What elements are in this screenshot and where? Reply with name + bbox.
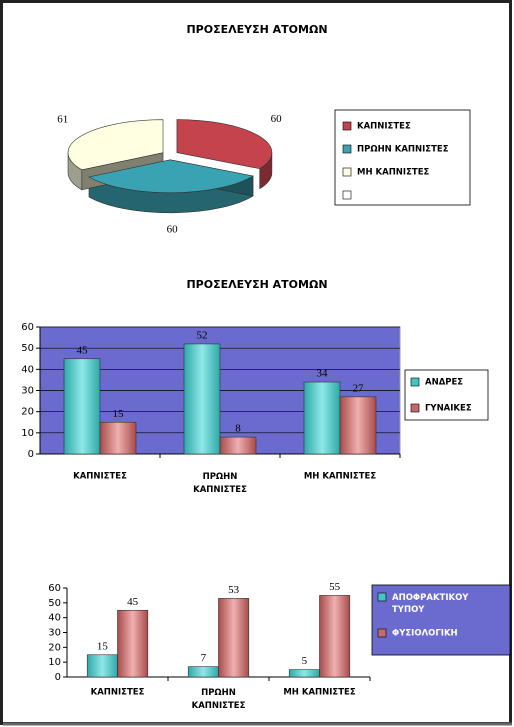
legend-label: ΦΥΣΙΟΛΟΓΙΚΗ — [392, 629, 458, 639]
x-tick-label: ΠΡΩΗΝ ΚΑΠΝΙΣΤΕΣ — [192, 688, 246, 711]
legend-swatch-empty — [342, 190, 352, 200]
y-tick-label: 50 — [21, 343, 34, 354]
value-label: 60 — [271, 113, 283, 125]
x-tick-label: ΚΑΠΝΙΣΤΕΣ — [73, 472, 127, 482]
legend-swatch — [342, 121, 352, 131]
value-label: 52 — [197, 329, 208, 341]
slice — [176, 119, 273, 170]
legend-box — [334, 109, 471, 206]
bar — [86, 654, 118, 678]
value-label: 60 — [167, 224, 179, 236]
legend-swatch — [377, 628, 387, 638]
legend-box — [371, 584, 511, 656]
slice — [67, 119, 164, 171]
bar — [319, 595, 351, 678]
legend-swatch — [377, 592, 387, 602]
legend-swatch — [410, 403, 420, 413]
legend-swatch — [342, 167, 352, 177]
chart-title: ΠΡΟΣΕΛΕΥΣΗ ΑΤΟΜΩΝ — [186, 23, 327, 36]
bar — [99, 421, 137, 455]
value-label: 15 — [113, 408, 125, 420]
bar — [288, 669, 320, 678]
y-tick-label: 20 — [48, 642, 61, 653]
bar — [117, 609, 149, 678]
y-tick-label: 30 — [48, 628, 61, 639]
value-label: 8 — [235, 423, 241, 435]
x-tick-label: ΜΗ ΚΑΠΝΙΣΤΕΣ — [283, 688, 355, 698]
value-label: 45 — [77, 344, 89, 356]
x-tick-label: ΚΑΠΝΙΣΤΕΣ — [91, 688, 145, 698]
legend-swatch — [342, 144, 352, 154]
value-label: 55 — [329, 581, 341, 593]
slice — [88, 159, 254, 194]
y-tick-label: 30 — [21, 386, 34, 397]
y-tick-label: 0 — [55, 672, 61, 683]
x-tick-label: ΠΡΩΗΝ ΚΑΠΝΙΣΤΕΣ — [193, 472, 247, 495]
y-tick-label: 0 — [28, 449, 34, 460]
legend-label: ΜΗ ΚΑΠΝΙΣΤΕΣ — [357, 168, 429, 178]
value-label: 45 — [127, 596, 139, 608]
bar — [63, 358, 101, 455]
x-tick-label: ΜΗ ΚΑΠΝΙΣΤΕΣ — [304, 472, 376, 482]
value-label: 53 — [228, 584, 240, 596]
legend-label: ΓΥΝΑΙΚΕΣ — [425, 404, 472, 414]
bar — [303, 381, 341, 455]
value-label: 15 — [97, 640, 109, 652]
y-tick-label: 50 — [48, 598, 61, 609]
y-tick-label: 10 — [21, 428, 34, 439]
y-tick-label: 40 — [21, 364, 34, 375]
value-label: 5 — [302, 655, 308, 667]
legend-swatch — [410, 377, 420, 387]
value-label: 27 — [353, 382, 365, 394]
y-tick-label: 60 — [48, 583, 61, 594]
y-tick-label: 40 — [48, 613, 61, 624]
bar — [187, 666, 219, 678]
bar — [183, 343, 221, 455]
value-label: 34 — [317, 368, 329, 380]
bar — [339, 396, 377, 455]
legend-label: ΚΑΠΝΙΣΤΕΣ — [357, 122, 411, 132]
legend-label: ΠΡΩΗΝ ΚΑΠΝΙΣΤΕΣ — [357, 145, 449, 155]
y-tick-label: 60 — [21, 322, 34, 333]
chart-title: ΠΡΟΣΕΛΕΥΣΗ ΑΤΟΜΩΝ — [186, 278, 327, 291]
bar — [219, 436, 257, 455]
legend-label: ΑΠΟΦΡΑΚΤΙΚΟΥ ΤΥΠΟΥ — [392, 593, 469, 615]
legend-label: ΑΝΔΡΕΣ — [425, 378, 463, 388]
y-tick-label: 10 — [48, 657, 61, 668]
y-tick-label: 20 — [21, 407, 34, 418]
value-label: 61 — [57, 114, 68, 126]
bar — [218, 598, 250, 678]
value-label: 7 — [201, 652, 207, 664]
